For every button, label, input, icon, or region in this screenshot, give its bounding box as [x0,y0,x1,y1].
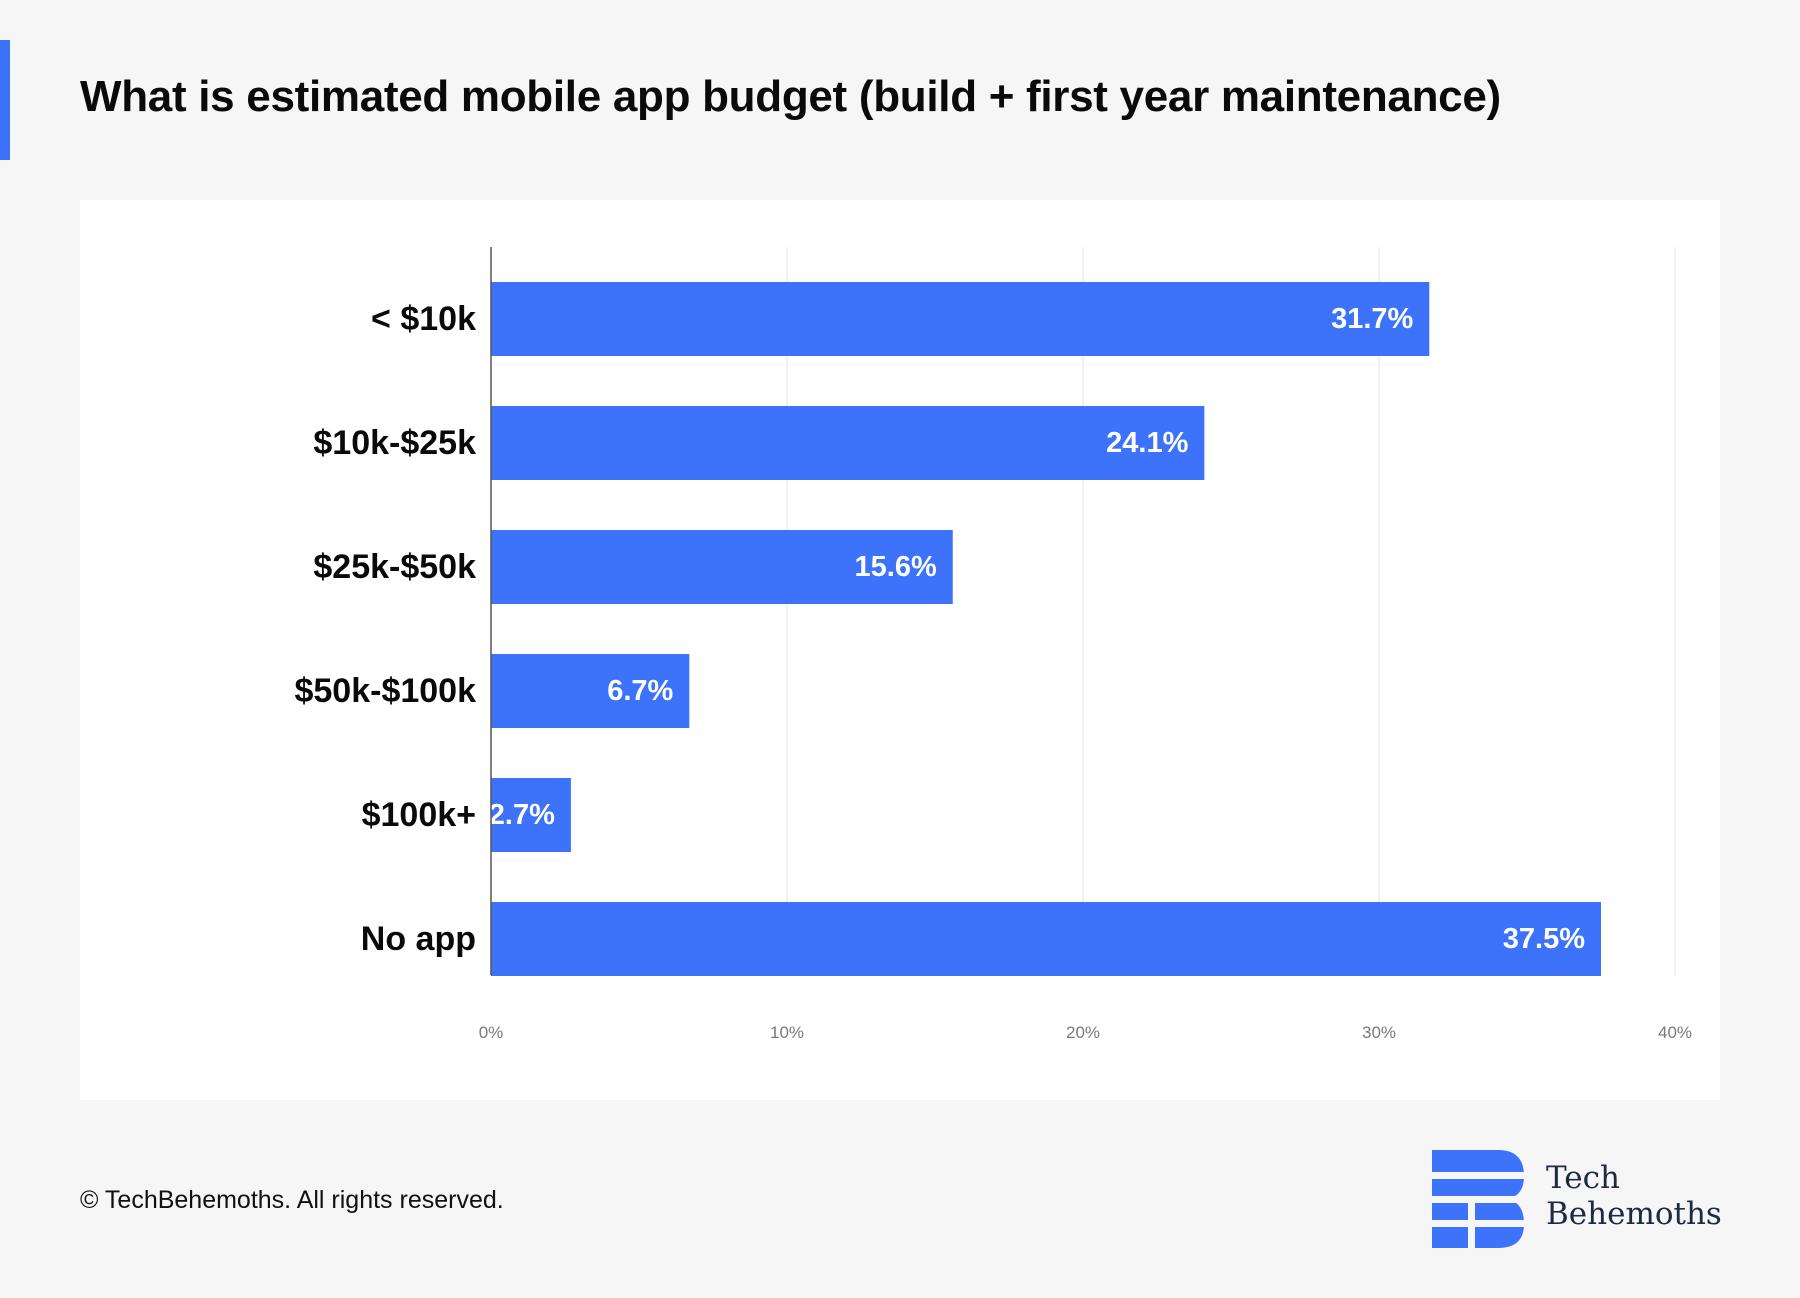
x-tick-label: 30% [1362,1023,1396,1042]
bar-value-label: 15.6% [855,551,937,583]
brand-name-line1: Tech [1546,1160,1620,1196]
category-label: < $10k [371,300,476,338]
bar-value-label: 2.7% [489,799,555,831]
x-tick-label: 20% [1066,1023,1100,1042]
title-accent-bar [0,40,10,160]
bar [491,530,953,604]
x-tick-label: 40% [1658,1023,1692,1042]
bar [491,654,690,728]
brand-logo: Tech Behemoths [1428,1148,1728,1250]
bar [491,902,1601,976]
bar-value-label: 37.5% [1503,923,1585,955]
brand-name: Tech Behemoths [1546,1160,1722,1232]
bar [491,282,1430,356]
bar-value-label: 24.1% [1106,427,1188,459]
bar-chart: 31.7% < $10k 24.1% $10k-$25k 15.6% $25k-$50k 6… [294,247,1692,1042]
bar [491,406,1205,480]
chart-panel: 31.7% < $10k 24.1% $10k-$25k 15.6% $25k-$50k 6… [80,200,1720,1100]
bar-value-label: 31.7% [1331,303,1413,335]
x-tick-label: 10% [770,1023,804,1042]
chart-title: What is estimated mobile app budget (bui… [80,72,1501,121]
bar [491,778,571,852]
category-label: $25k-$50k [313,548,476,586]
category-label: $50k-$100k [294,672,476,710]
category-label: $100k+ [362,796,476,834]
category-label: $10k-$25k [313,424,476,462]
copyright-notice: © TechBehemoths. All rights reserved. [80,1186,504,1214]
category-label: No app [361,920,476,958]
x-tick-label: 0% [479,1023,504,1042]
bar-value-label: 6.7% [607,675,673,707]
techbehemoths-logo-icon [1428,1150,1528,1250]
brand-name-line2: Behemoths [1546,1196,1722,1232]
